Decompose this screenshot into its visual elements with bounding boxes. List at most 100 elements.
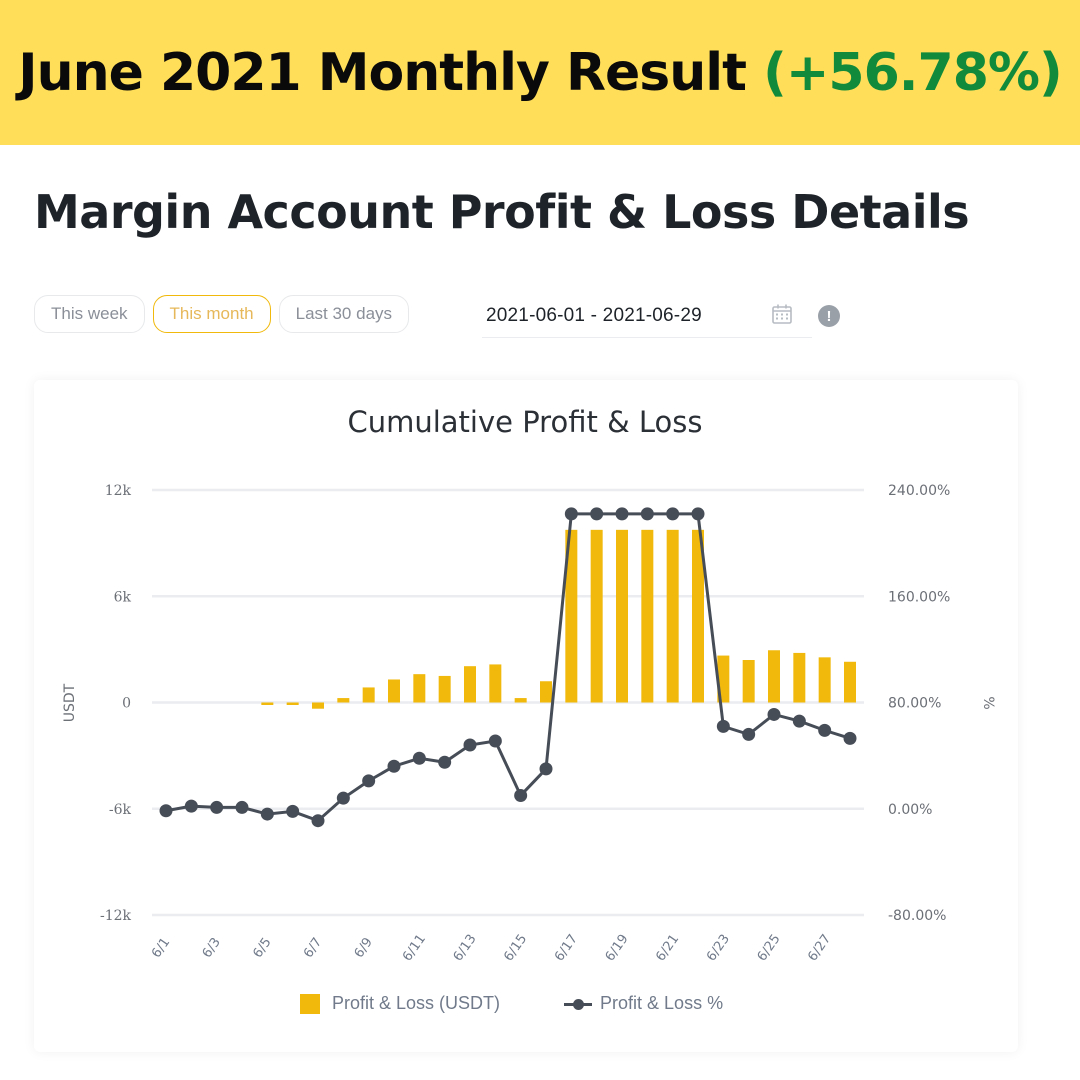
date-range-value: 2021-06-01 - 2021-06-29 — [486, 304, 702, 326]
line-point — [311, 814, 325, 828]
x-tick: 6/9 — [352, 935, 376, 961]
line-point — [286, 804, 300, 818]
line-point — [488, 734, 502, 748]
line-point — [792, 714, 806, 728]
bar — [818, 657, 831, 703]
line-point — [210, 800, 224, 814]
line-point — [387, 759, 401, 773]
bar — [438, 675, 451, 703]
bar — [565, 529, 578, 703]
y-axis-title-left: USDT — [62, 683, 78, 722]
bar — [641, 529, 654, 703]
y-tick-right: 160.00% — [888, 589, 950, 605]
filter-this-week[interactable]: This week — [34, 295, 145, 333]
bar — [337, 698, 350, 703]
bar — [464, 666, 476, 703]
x-tick: 6/17 — [552, 932, 581, 965]
x-tick: 6/7 — [301, 935, 325, 961]
x-tick: 6/25 — [755, 932, 784, 965]
bar — [514, 698, 527, 703]
period-filters: This week This month Last 30 days — [34, 295, 417, 333]
bar — [616, 529, 628, 703]
x-tick: 6/1 — [149, 935, 173, 961]
bar — [388, 679, 400, 703]
x-tick: 6/23 — [704, 932, 733, 965]
bar — [312, 702, 324, 709]
x-tick: 6/15 — [501, 932, 530, 965]
chart-legend: Profit & Loss (USDT) Profit & Loss % — [300, 993, 787, 1014]
legend-item-pct[interactable]: Profit & Loss % — [564, 993, 723, 1014]
line-point — [336, 791, 350, 805]
bar — [286, 702, 299, 705]
bar — [261, 702, 274, 705]
bar — [793, 652, 806, 703]
line-point — [640, 507, 654, 521]
line-point — [184, 799, 198, 813]
x-tick: 6/21 — [653, 932, 682, 965]
bar — [742, 660, 755, 703]
line-point — [615, 507, 629, 521]
bar — [362, 687, 375, 703]
pnl-pct-line — [165, 512, 851, 823]
line-point — [438, 755, 452, 769]
line-point — [564, 507, 578, 521]
line-point — [260, 807, 274, 821]
line-point — [514, 788, 528, 802]
x-tick: 6/5 — [250, 935, 274, 961]
line-point — [843, 731, 857, 745]
page-title: Margin Account Profit & Loss Details — [34, 185, 970, 239]
line-point — [463, 738, 477, 752]
legend-item-usdt[interactable]: Profit & Loss (USDT) — [300, 993, 500, 1014]
legend-label-pct: Profit & Loss % — [600, 993, 724, 1013]
legend-label-usdt: Profit & Loss (USDT) — [332, 993, 501, 1013]
y-tick-left: 0 — [122, 696, 131, 712]
info-icon[interactable]: ! — [818, 305, 840, 327]
line-marker-icon — [564, 998, 593, 1010]
banner-result-pct: (+56.78%) — [763, 42, 1063, 103]
filter-last-30-days[interactable]: Last 30 days — [278, 295, 410, 333]
x-tick: 6/19 — [603, 932, 632, 965]
y-tick-left: 12k — [105, 483, 132, 499]
result-banner: June 2021 Monthly Result (+56.78%) — [0, 0, 1080, 145]
y-tick-left: -12k — [100, 908, 132, 924]
bar — [540, 681, 552, 703]
y-tick-right: 80.00% — [888, 696, 941, 712]
line-point — [818, 723, 832, 737]
y-tick-right: 240.00% — [888, 483, 950, 499]
line-point — [412, 751, 426, 765]
chart-title: Cumulative Profit & Loss — [347, 405, 703, 439]
y-tick-right: 0.00% — [888, 802, 932, 818]
bar — [413, 674, 426, 703]
line-point — [159, 804, 173, 818]
banner-title-text: June 2021 Monthly Result — [18, 42, 747, 103]
line-point — [539, 762, 553, 776]
line-point — [742, 727, 756, 741]
chart-card — [34, 380, 1018, 1052]
filter-this-month[interactable]: This month — [152, 295, 271, 333]
bar — [590, 529, 603, 703]
y-axis-title-right: % — [980, 696, 996, 709]
bar — [768, 650, 780, 703]
line-point — [767, 707, 781, 721]
line-point — [716, 719, 730, 733]
banner-title: June 2021 Monthly Result (+56.78%) — [18, 42, 1063, 103]
x-tick: 6/27 — [805, 932, 834, 965]
y-tick-left: 6k — [114, 589, 132, 605]
bar — [692, 529, 704, 703]
line-point — [666, 507, 680, 521]
y-tick-left: -6k — [109, 802, 132, 818]
calendar-icon[interactable] — [770, 302, 794, 326]
bar — [489, 664, 502, 703]
line-point — [235, 800, 249, 814]
x-tick: 6/13 — [451, 932, 480, 965]
bar — [844, 661, 856, 703]
bar-swatch-icon — [300, 993, 320, 1014]
line-point — [362, 774, 376, 788]
date-range-picker[interactable]: 2021-06-01 - 2021-06-29 — [482, 294, 812, 338]
line-point — [590, 507, 604, 521]
x-tick: 6/11 — [400, 932, 429, 965]
y-tick-right: -80.00% — [888, 908, 946, 924]
x-tick: 6/3 — [200, 935, 224, 961]
bar — [666, 529, 679, 703]
